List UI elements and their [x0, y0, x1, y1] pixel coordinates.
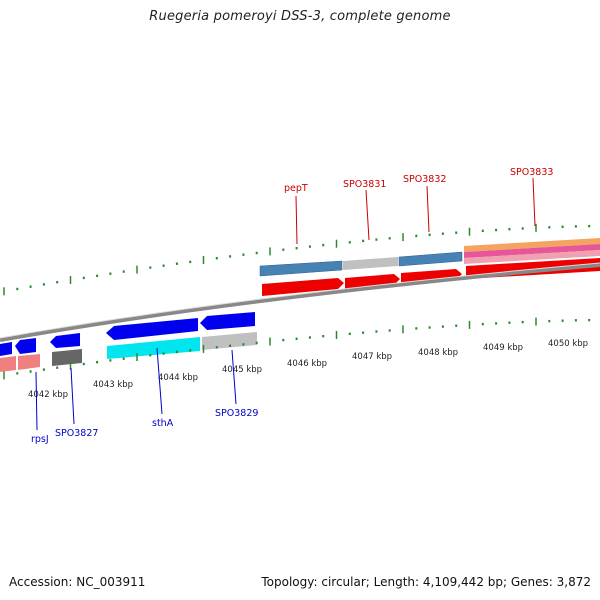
- feature-blue-arrow-3[interactable]: [50, 333, 80, 348]
- feature-blue-arrow-1[interactable]: [0, 342, 12, 356]
- genome-summary-text: Topology: circular; Length: 4,109,442 bp…: [261, 575, 591, 589]
- kbp-label: 4050 kbp: [548, 339, 588, 349]
- gene-label-forward[interactable]: SPO3833: [510, 167, 553, 178]
- kbp-label: 4048 kbp: [418, 348, 458, 358]
- forward-gene-callouts: [295, 177, 536, 245]
- map-title: Ruegeria pomeroyi DSS-3, complete genome: [149, 9, 451, 24]
- gene-label-reverse[interactable]: sthA: [152, 418, 174, 429]
- outer-tick-track: [3, 223, 591, 296]
- gene-label-reverse[interactable]: rpsJ: [31, 434, 49, 445]
- kbp-label: 4049 kbp: [483, 343, 523, 353]
- feature-steelblue-2[interactable]: [398, 251, 463, 267]
- forward-feature-track: [259, 238, 600, 296]
- gene-label-forward[interactable]: SPO3832: [403, 174, 446, 185]
- kbp-label: 4047 kbp: [352, 352, 392, 362]
- feature-blue-arrow-4[interactable]: [106, 318, 198, 340]
- kbp-label: 4043 kbp: [93, 380, 133, 390]
- feature-band-magenta[interactable]: [464, 244, 600, 258]
- genome-backbone: [0, 263, 600, 342]
- gene-label-reverse[interactable]: SPO3829: [215, 408, 258, 419]
- feature-steelblue-1[interactable]: [259, 260, 343, 277]
- kbp-label-group: 4042 kbp 4043 kbp 4044 kbp 4045 kbp 4046…: [28, 339, 588, 400]
- accession-text: Accession: NC_003911: [9, 575, 146, 589]
- feature-band-pink[interactable]: [464, 250, 600, 264]
- feature-lightgray[interactable]: [202, 332, 257, 350]
- kbp-label: 4045 kbp: [222, 365, 262, 375]
- feature-blue-arrow-2[interactable]: [15, 338, 36, 354]
- kbp-label: 4046 kbp: [287, 359, 327, 369]
- inner-tick-track: [3, 317, 591, 380]
- feature-red-arrow-1[interactable]: [262, 278, 344, 296]
- feature-salmon-1[interactable]: [0, 356, 16, 372]
- feature-gray-1[interactable]: [343, 257, 398, 270]
- gene-label-reverse[interactable]: SPO3827: [55, 428, 98, 439]
- feature-blue-arrow-5[interactable]: [200, 312, 255, 330]
- reverse-feature-track: [0, 312, 257, 372]
- gene-label-forward[interactable]: pepT: [284, 183, 308, 194]
- kbp-label: 4044 kbp: [158, 373, 198, 383]
- gene-label-forward[interactable]: SPO3831: [343, 179, 386, 190]
- feature-salmon-2[interactable]: [18, 354, 40, 370]
- feature-cyan[interactable]: [107, 337, 200, 359]
- feature-darkgray[interactable]: [52, 349, 82, 366]
- reverse-gene-callouts: [35, 347, 237, 431]
- feature-band-orange[interactable]: [464, 238, 600, 252]
- kbp-label: 4042 kbp: [28, 390, 68, 400]
